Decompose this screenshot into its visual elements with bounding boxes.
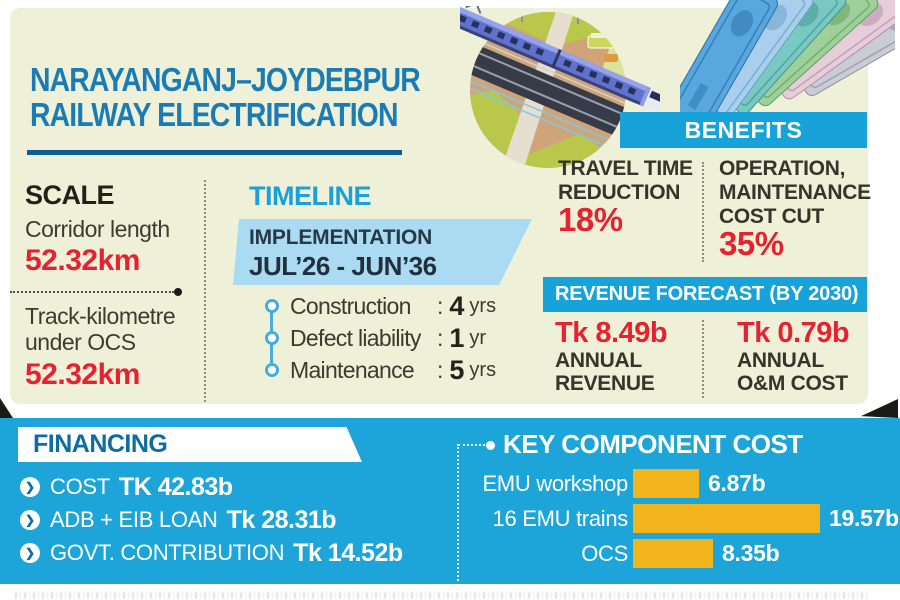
bar-label-emu-workshop: EMU workshop <box>482 471 628 496</box>
bar-label-emu-trains: 16 EMU trains <box>492 506 629 531</box>
phase-unit: yr <box>469 326 487 349</box>
key-cost-dotted-line-h <box>458 444 485 446</box>
key-component-cost-heading: KEY COMPONENT COST <box>503 429 803 459</box>
annual-om-label: O&M COST <box>737 372 848 395</box>
train-scene-icon <box>447 1 668 168</box>
bar-emu-workshop <box>633 469 699 498</box>
bar-value-label: 19.57b <box>829 505 899 531</box>
chevron-circle-icon: ❯ <box>20 543 40 563</box>
ribbon-fold-left <box>0 398 13 418</box>
money-illustration <box>666 0 900 135</box>
benefit-label-line: COST CUT <box>719 205 824 228</box>
annual-om-value: Tk 0.79b <box>737 317 850 349</box>
financing-value: Tk 28.31b <box>226 505 337 534</box>
scale-divider-dot <box>174 288 182 296</box>
timeline-phase-row: Maintenance : 5 yrs <box>290 355 550 385</box>
timeline-phase-row: Defect liability : 1 yr <box>290 323 550 353</box>
bar-label-ocs: OCS <box>581 541 628 566</box>
annual-revenue-block: Tk 8.49b ANNUAL REVENUE <box>555 317 668 395</box>
revenue-forecast-header-bar: REVENUE FORECAST (BY 2030) <box>543 277 867 312</box>
scale-dotted-divider <box>10 291 174 293</box>
benefit-om-cost-cut: OPERATION, MAINTENANCE COST CUT 35% <box>719 157 871 262</box>
cropped-caption-strip <box>15 592 870 599</box>
annual-revenue-label: REVENUE <box>555 372 655 395</box>
track-km-label-line1: Track-kilometre <box>25 303 176 329</box>
bar-row-emu-workshop: 6.87b <box>633 469 766 498</box>
benefit-value: 18% <box>558 201 623 238</box>
financing-label: COST <box>50 474 110 499</box>
page-title-line2: RAILWAY ELECTRIFICATION <box>30 96 398 133</box>
timeline-node-icon <box>265 363 279 377</box>
benefits-column-separator <box>702 162 704 262</box>
implementation-label: IMPLEMENTATION <box>249 226 433 249</box>
scale-timeline-separator <box>204 180 206 402</box>
track-km-label: Track-kilometre under OCS <box>25 303 176 355</box>
timeline-node-icon <box>265 299 279 313</box>
banknotes-icon <box>666 0 900 135</box>
bar-row-emu-trains: 19.57b <box>633 504 899 533</box>
benefit-label-line: TRAVEL TIME <box>558 157 693 180</box>
annual-revenue-label: ANNUAL <box>555 349 642 372</box>
revenue-column-separator <box>702 320 704 398</box>
ribbon-fold-right <box>861 399 898 418</box>
implementation-period: JUL’26 - JUN’36 <box>249 251 437 281</box>
phase-label: Maintenance <box>290 356 415 383</box>
phase-unit: yrs <box>469 294 497 317</box>
chevron-circle-icon: ❯ <box>20 510 40 530</box>
bar-value-label: 6.87b <box>708 470 766 496</box>
corridor-length-label: Corridor length <box>25 216 170 242</box>
benefits-header-bar: BENEFITS <box>620 112 867 148</box>
corridor-length-value: 52.32km <box>25 244 140 277</box>
track-km-label-line2: under OCS <box>25 329 136 355</box>
timeline-node-icon <box>265 331 279 345</box>
bullet-dot-icon <box>486 441 495 450</box>
benefit-label-line: MAINTENANCE <box>719 181 871 204</box>
key-cost-dotted-line-v <box>457 444 459 581</box>
annual-om-cost-block: Tk 0.79b ANNUAL O&M COST <box>737 317 850 395</box>
page-title-line1: NARAYANGANJ–JOYDEBPUR <box>30 61 421 98</box>
scale-heading: SCALE <box>25 180 115 210</box>
implementation-box: IMPLEMENTATION JUL’26 - JUN’36 <box>233 219 532 285</box>
financing-value: TK 42.83b <box>118 472 233 501</box>
bar-row-ocs: 8.35b <box>633 539 780 568</box>
phase-unit: yrs <box>469 358 497 381</box>
financing-item-cost: ❯ COST TK 42.83b <box>20 473 233 501</box>
financing-item-loan: ❯ ADB + EIB LOAN Tk 28.31b <box>20 505 337 534</box>
benefit-value: 35% <box>719 225 784 262</box>
phase-label: Construction <box>290 292 411 319</box>
annual-om-label: ANNUAL <box>737 349 824 372</box>
bar-ocs <box>633 539 713 568</box>
phase-value: 1 <box>449 322 465 353</box>
bar-value-label: 8.35b <box>722 540 780 566</box>
phase-colon: : <box>437 324 444 351</box>
train-illustration <box>447 1 668 174</box>
emu-train-icon <box>447 1 668 112</box>
title-underline <box>27 150 402 155</box>
benefit-travel-time: TRAVEL TIME REDUCTION 18% <box>558 157 703 238</box>
financing-label: GOVT. CONTRIBUTION <box>50 540 285 565</box>
financing-banner: FINANCING <box>18 427 362 462</box>
timeline-phase-row: Construction : 4 yrs <box>290 291 550 321</box>
financing-item-govt: ❯ GOVT. CONTRIBUTION Tk 14.52b <box>20 539 403 567</box>
bar-emu-trains <box>633 504 820 533</box>
financing-value: Tk 14.52b <box>293 538 403 567</box>
phase-label: Defect liability <box>290 324 421 351</box>
phase-value: 5 <box>449 354 465 385</box>
financing-label: ADB + EIB LOAN <box>50 507 218 532</box>
benefit-label-line: OPERATION, <box>719 157 846 180</box>
benefit-label-line: REDUCTION <box>558 181 681 204</box>
phase-colon: : <box>437 292 444 319</box>
chevron-circle-icon: ❯ <box>20 477 40 497</box>
page-title: NARAYANGANJ–JOYDEBPUR RAILWAY ELECTRIFIC… <box>30 61 421 133</box>
annual-revenue-value: Tk 8.49b <box>555 317 668 349</box>
phase-value: 4 <box>449 290 465 321</box>
phase-colon: : <box>437 356 444 383</box>
timeline-heading: TIMELINE <box>249 181 372 211</box>
track-km-value: 52.32km <box>25 358 140 391</box>
